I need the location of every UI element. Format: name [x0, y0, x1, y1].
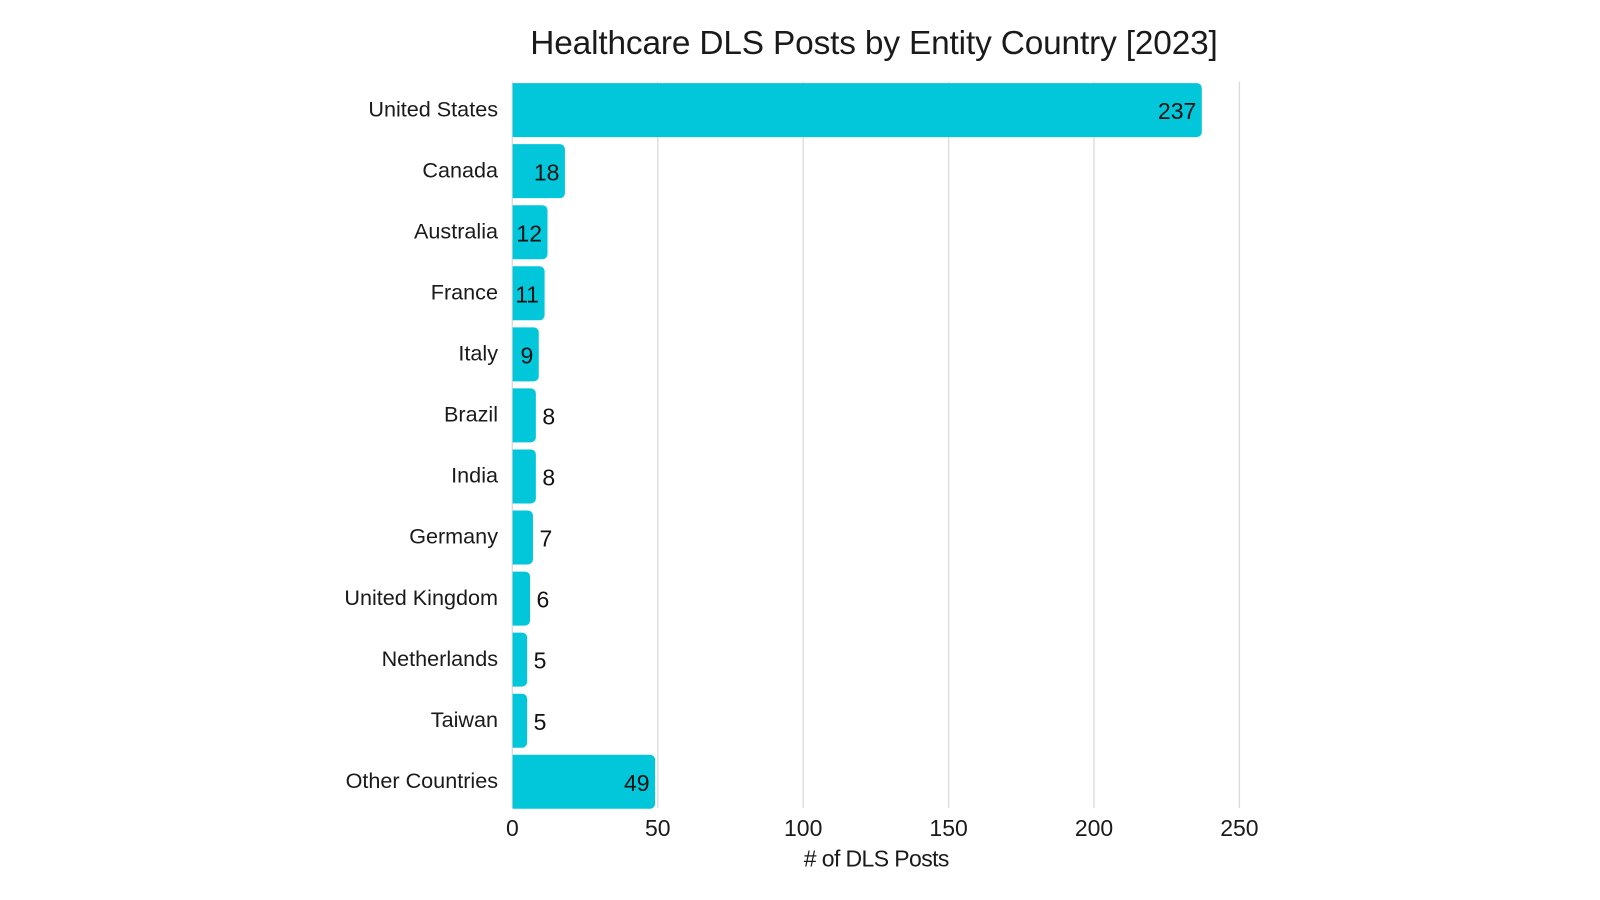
svg-text:Healthcare DLS Posts by Entity: Healthcare DLS Posts by Entity Country [… — [530, 25, 1217, 62]
svg-text:8: 8 — [542, 404, 555, 430]
svg-text:Italy: Italy — [458, 341, 498, 366]
svg-text:100: 100 — [784, 815, 822, 841]
svg-text:Germany: Germany — [409, 524, 498, 549]
svg-text:5: 5 — [534, 709, 547, 735]
svg-text:United Kingdom: United Kingdom — [344, 585, 498, 610]
svg-text:Canada: Canada — [422, 157, 499, 182]
svg-text:France: France — [431, 279, 498, 304]
svg-text:6: 6 — [537, 587, 550, 613]
svg-text:18: 18 — [534, 159, 560, 185]
svg-text:# of DLS Posts: # of DLS Posts — [804, 846, 949, 872]
svg-text:0: 0 — [506, 815, 519, 841]
svg-text:Australia: Australia — [414, 218, 499, 243]
svg-text:8: 8 — [542, 465, 555, 491]
svg-text:237: 237 — [1158, 98, 1196, 124]
svg-text:5: 5 — [534, 648, 547, 674]
svg-text:India: India — [451, 463, 499, 488]
svg-text:Other Countries: Other Countries — [346, 768, 499, 793]
svg-text:150: 150 — [929, 815, 967, 841]
svg-text:200: 200 — [1075, 815, 1113, 841]
svg-text:Netherlands: Netherlands — [382, 646, 499, 671]
svg-text:7: 7 — [539, 526, 552, 552]
svg-text:9: 9 — [520, 342, 533, 368]
svg-text:United States: United States — [368, 96, 498, 121]
svg-text:12: 12 — [516, 220, 542, 246]
svg-text:Taiwan: Taiwan — [431, 707, 498, 732]
svg-text:50: 50 — [645, 815, 671, 841]
svg-text:49: 49 — [624, 770, 650, 796]
svg-text:11: 11 — [515, 281, 539, 307]
svg-text:Brazil: Brazil — [444, 402, 498, 427]
svg-text:250: 250 — [1220, 815, 1258, 841]
